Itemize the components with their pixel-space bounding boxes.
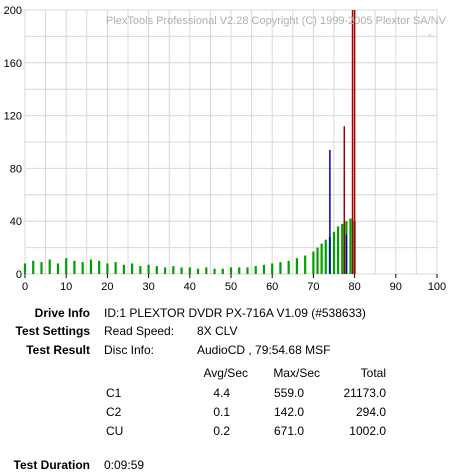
x-tick-label: 0 (22, 281, 28, 293)
data-bar (180, 267, 183, 274)
disc-info-value: AudioCD , 79:54.68 MSF (197, 343, 331, 357)
row-c1-avg: 4.4 (213, 386, 230, 400)
header-max: Max/Sec (273, 366, 320, 380)
data-bar (98, 260, 101, 274)
x-axis-ticks: 0 10 20 30 40 50 60 70 80 90 100 (22, 274, 446, 293)
data-bar (196, 268, 200, 274)
row-cu-name: CU (106, 424, 124, 438)
row-c1-total: 21173.0 (343, 386, 387, 400)
data-bar (353, 10, 356, 274)
row-c1-name: C1 (106, 386, 122, 400)
data-bar (238, 267, 241, 274)
data-bar (131, 263, 134, 274)
error-rate-chart: 0 10 20 30 40 50 60 70 80 90 100 0 40 80 120 160 200 Pl… (4, 5, 447, 293)
data-bar (114, 262, 117, 274)
y-tick-label: 0 (16, 269, 22, 281)
data-bar (172, 266, 175, 274)
data-bar (246, 267, 249, 274)
row-c2-max: 142.0 (273, 405, 304, 419)
data-bar (262, 264, 266, 274)
test-duration-label: Test Duration (13, 458, 90, 472)
data-bar (295, 258, 299, 274)
data-bar (155, 266, 158, 274)
grid-lines (24, 9, 438, 275)
drive-info-label: Drive Info (34, 306, 90, 320)
data-bar (205, 267, 208, 274)
data-bar (271, 263, 274, 274)
data-bar (106, 263, 109, 274)
data-bar (65, 258, 68, 274)
read-speed-value: 8X CLV (197, 324, 238, 338)
x-tick-label: 50 (225, 281, 237, 293)
x-tick-label: 60 (266, 281, 278, 293)
data-bar (279, 262, 282, 274)
y-tick-label: 40 (10, 216, 22, 228)
data-bars (23, 10, 356, 274)
y-tick-label: 160 (4, 58, 22, 70)
row-cu-max: 671.0 (273, 424, 304, 438)
test-result-label: Test Result (26, 343, 90, 357)
data-bar (341, 223, 344, 274)
row-cu-total: 1002.0 (349, 424, 386, 438)
data-bar (349, 218, 352, 274)
test-duration-value: 0:09:59 (104, 458, 145, 472)
data-bar (316, 247, 319, 274)
x-tick-label: 70 (307, 281, 319, 293)
x-tick-label: 10 (60, 281, 72, 293)
row-c2-avg: 0.1 (213, 405, 230, 419)
data-bar (163, 267, 167, 274)
y-tick-label: 80 (10, 163, 22, 175)
data-bar (139, 266, 142, 274)
data-bar (332, 231, 336, 274)
row-c2-total: 294.0 (355, 405, 386, 419)
data-bar (351, 10, 354, 274)
test-settings-label: Test Settings (15, 324, 90, 338)
data-bar (48, 259, 51, 274)
data-bar (337, 226, 340, 274)
read-speed-key: Read Speed: (104, 324, 175, 338)
data-bar (221, 268, 224, 274)
disc-info-key: Disc Info: (104, 343, 155, 357)
x-tick-label: 20 (101, 281, 113, 293)
row-c1-max: 559.0 (273, 386, 304, 400)
data-bar (188, 267, 191, 274)
data-bar (254, 266, 257, 274)
data-bar (56, 263, 60, 274)
corner-mark: - (428, 29, 432, 41)
data-bar (213, 268, 216, 274)
data-bar (304, 255, 307, 274)
data-bar (229, 267, 233, 274)
y-axis-ticks: 0 40 80 120 160 200 (4, 5, 22, 281)
data-bar (73, 260, 76, 274)
x-tick-label: 100 (428, 281, 446, 293)
data-bar (32, 260, 35, 274)
x-tick-label: 40 (184, 281, 196, 293)
data-bar (329, 149, 331, 274)
data-bar (324, 239, 327, 274)
x-tick-label: 80 (348, 281, 360, 293)
y-tick-label: 120 (4, 111, 22, 123)
data-bar (23, 263, 27, 274)
chart-title: PlexTools Professional V2.28 Copyright (… (106, 15, 447, 27)
data-bar (122, 264, 125, 274)
data-bar (40, 262, 43, 274)
data-bar (345, 234, 348, 274)
data-bar (343, 126, 346, 274)
x-tick-label: 90 (390, 281, 402, 293)
row-c2-name: C2 (106, 405, 122, 419)
data-bar (287, 260, 290, 274)
data-bar (320, 243, 323, 274)
data-bar (147, 264, 150, 274)
data-bar (312, 251, 315, 274)
data-bar (81, 262, 84, 274)
drive-info-value: ID:1 PLEXTOR DVDR PX-716A V1.09 (#538633… (104, 306, 366, 320)
row-cu-avg: 0.2 (213, 424, 230, 438)
header-avg: Avg/Sec (203, 366, 248, 380)
data-bar (89, 259, 93, 274)
y-tick-label: 200 (4, 5, 22, 17)
x-tick-label: 30 (142, 281, 154, 293)
header-total: Total (360, 366, 386, 380)
